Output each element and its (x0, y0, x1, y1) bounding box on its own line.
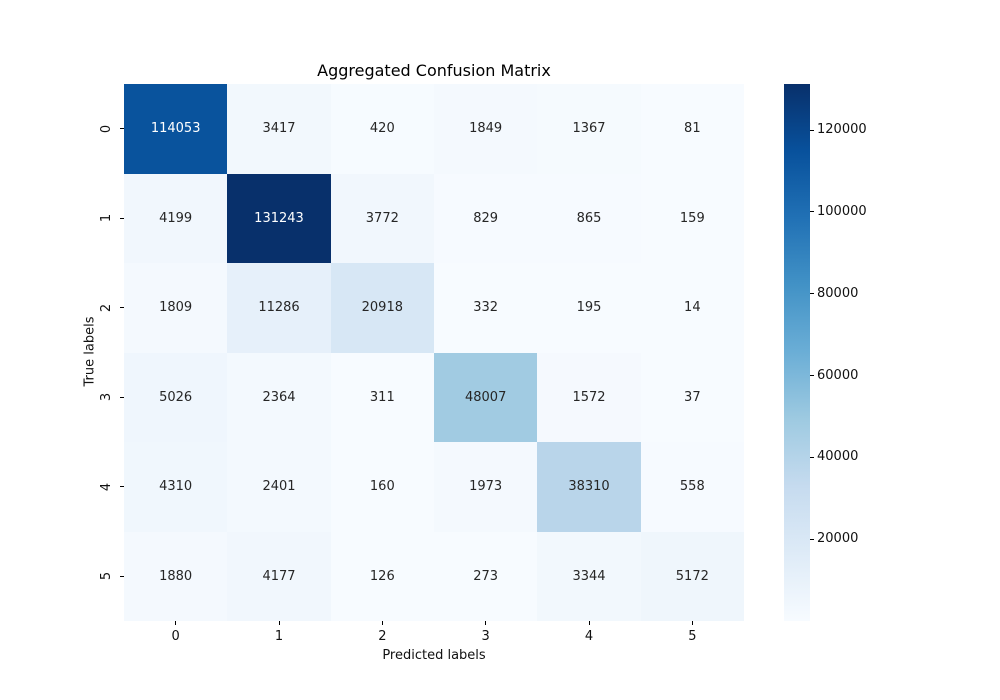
x-tick-label: 2 (378, 629, 387, 644)
heatmap-cell-1-1: 131243 (227, 173, 331, 263)
heatmap-cell-2-3: 332 (434, 263, 538, 353)
colorbar-tick-mark (810, 375, 814, 377)
heatmap-cell-2-1: 11286 (227, 263, 331, 353)
heatmap-cell-1-5: 159 (640, 173, 744, 263)
heatmap-cell-5-1: 4177 (227, 531, 331, 621)
heatmap-cell-5-3: 273 (434, 531, 538, 621)
heatmap-cell-0-5: 81 (640, 84, 744, 174)
heatmap-cell-2-0: 1809 (124, 263, 228, 353)
colorbar-tick-label: 20000 (817, 531, 859, 547)
x-tick-label: 5 (688, 629, 697, 644)
heatmap-cell-0-4: 1367 (537, 84, 641, 174)
colorbar (784, 84, 810, 621)
colorbar-tick-label: 120000 (817, 122, 867, 137)
y-axis-label: True labels (82, 316, 98, 387)
x-tick-label: 1 (274, 629, 284, 644)
heatmap-cell-0-3: 1849 (434, 84, 538, 174)
colorbar-tick-mark (810, 211, 814, 213)
heatmap-cell-5-2: 126 (330, 531, 434, 621)
heatmap-cell-1-3: 829 (434, 173, 538, 263)
y-tick-mark (120, 486, 124, 488)
heatmap-cell-3-0: 5026 (124, 352, 228, 442)
colorbar-tick-mark (810, 129, 814, 131)
x-tick-mark (278, 621, 280, 625)
y-tick-label: 4 (99, 482, 114, 491)
colorbar-tick-mark (810, 293, 814, 295)
chart-title: Aggregated Confusion Matrix (317, 61, 551, 80)
y-tick-mark (120, 217, 124, 219)
y-tick-mark (120, 128, 124, 130)
heatmap-cell-3-3: 48007 (434, 352, 538, 442)
heatmap-cell-2-5: 14 (640, 263, 744, 353)
heatmap-cell-4-3: 1973 (434, 442, 538, 532)
heatmap-grid: 114053 3417 420 1849 1367 81 4199 131243 3772 829… (124, 84, 744, 621)
heatmap-cell-4-2: 160 (330, 442, 434, 532)
heatmap-cell-4-0: 4310 (124, 442, 228, 532)
x-tick-mark (588, 621, 590, 625)
heatmap-cell-2-4: 195 (537, 263, 641, 353)
heatmap-cell-3-4: 1572 (537, 352, 641, 442)
heatmap-cell-5-0: 1880 (124, 531, 228, 621)
y-tick-mark (120, 575, 124, 577)
heatmap-cell-3-5: 37 (640, 352, 744, 442)
heatmap-cell-0-0: 114053 (124, 84, 228, 174)
y-tick-label: 2 (99, 303, 114, 312)
heatmap-cell-0-1: 3417 (227, 84, 331, 174)
heatmap-cell-4-1: 2401 (227, 442, 331, 532)
x-tick-mark (175, 621, 177, 625)
heatmap-cell-2-2: 20918 (330, 263, 434, 353)
heatmap-cell-0-2: 420 (330, 84, 434, 174)
heatmap-cell-4-4: 38310 (537, 442, 641, 532)
y-tick-label: 5 (99, 572, 114, 581)
y-tick-mark (120, 307, 124, 309)
y-tick-mark (120, 396, 124, 398)
y-tick-label: 3 (99, 393, 114, 402)
heatmap-cell-1-0: 4199 (124, 173, 228, 263)
heatmap-cell-1-2: 3772 (330, 173, 434, 263)
x-tick-label: 4 (584, 629, 594, 644)
x-tick-mark (691, 621, 693, 625)
colorbar-tick-label: 60000 (817, 367, 859, 383)
colorbar-tick-label: 80000 (817, 285, 859, 301)
colorbar-tick-mark (810, 456, 814, 458)
heatmap-cell-4-5: 558 (640, 442, 744, 532)
x-tick-label: 3 (481, 629, 490, 644)
y-tick-label: 0 (99, 124, 114, 133)
y-tick-label: 1 (99, 214, 114, 223)
heatmap-cell-5-4: 3344 (537, 531, 641, 621)
colorbar-tick-mark (810, 538, 814, 540)
heatmap-cell-3-2: 311 (330, 352, 434, 442)
colorbar-tick-label: 100000 (817, 203, 867, 219)
x-tick-mark (381, 621, 383, 625)
x-tick-mark (485, 621, 487, 625)
colorbar-tick-label: 40000 (817, 449, 859, 465)
x-tick-label: 0 (171, 629, 180, 644)
heatmap-cell-1-4: 865 (537, 173, 641, 263)
heatmap-cell-5-5: 5172 (640, 531, 744, 621)
heatmap-cell-3-1: 2364 (227, 352, 331, 442)
x-axis-label: Predicted labels (382, 648, 486, 663)
